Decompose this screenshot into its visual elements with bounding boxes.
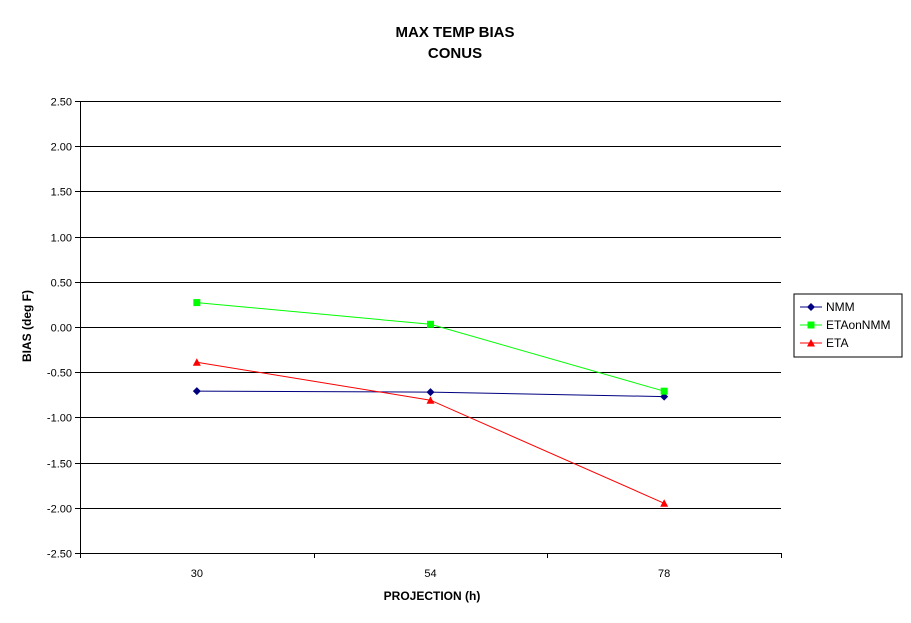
legend-label-etaonnmm: ETAonNMM	[826, 318, 890, 332]
axes	[75, 101, 782, 558]
chart-title: MAX TEMP BIAS	[396, 24, 515, 41]
y-tick-label: 1.00	[51, 233, 72, 245]
y-tick-label: 1.50	[51, 187, 72, 199]
y-tick-label: -1.00	[47, 413, 72, 425]
chart-subtitle: CONUS	[428, 45, 482, 62]
data-point-eta	[426, 396, 435, 404]
series	[192, 299, 669, 507]
y-tick-label: -2.50	[47, 549, 72, 561]
series-line-etaonnmm	[196, 302, 665, 392]
legend-item-etaonnmm: ETAonNMM	[800, 318, 890, 332]
legend: NMM ETAonNMM ETA	[793, 293, 903, 358]
y-tick-label: -2.00	[47, 504, 72, 516]
legend-label-eta: ETA	[826, 336, 848, 350]
y-tick-label: 2.00	[51, 142, 72, 154]
legend-item-nmm: NMM	[800, 300, 855, 314]
data-point-eta	[660, 499, 669, 507]
x-tick-label: 30	[191, 568, 203, 580]
x-tick-labels: 30 54 78	[191, 568, 671, 580]
series-eta	[192, 358, 669, 507]
y-axis-label: BIAS (deg F)	[20, 290, 34, 362]
data-point-nmm	[192, 387, 201, 396]
legend-marker-nmm	[807, 303, 815, 311]
y-tick-label: -1.50	[47, 459, 72, 471]
y-tick-label: 0.00	[51, 323, 72, 335]
series-etaonnmm	[193, 299, 668, 395]
data-point-eta	[192, 358, 201, 366]
y-tick-label: 2.50	[51, 97, 72, 109]
legend-label-nmm: NMM	[826, 300, 855, 314]
y-tick-label: 0.50	[51, 278, 72, 290]
x-tick-label: 78	[658, 568, 670, 580]
data-point-nmm	[426, 388, 435, 397]
series-line-eta	[196, 361, 665, 504]
data-point-etaonnmm	[427, 320, 434, 328]
x-tick-label: 54	[424, 568, 436, 580]
legend-marker-eta	[807, 339, 815, 347]
data-point-etaonnmm	[660, 387, 668, 395]
x-axis-label: PROJECTION (h)	[384, 589, 481, 603]
y-tick-labels: 2.50 2.00 1.50 1.00 0.50 0.00 -0.50 -1.00 -1.50 -…	[47, 97, 72, 561]
data-point-etaonnmm	[193, 299, 201, 307]
legend-marker-etaonnmm	[807, 321, 815, 329]
legend-item-eta: ETA	[800, 336, 848, 350]
y-tick-label: -0.50	[47, 368, 72, 380]
